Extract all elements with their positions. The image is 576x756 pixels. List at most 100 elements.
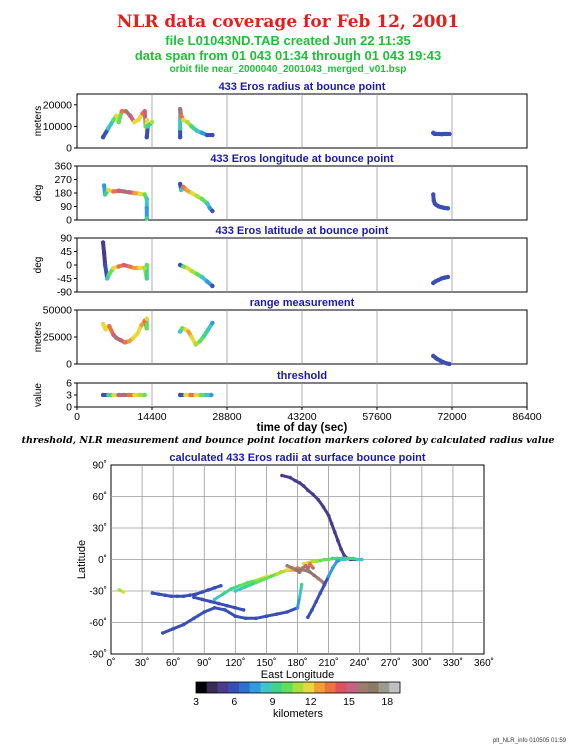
map-point [355, 557, 360, 562]
colorbar-swatch [335, 682, 347, 693]
map-point [194, 592, 198, 596]
data-point [116, 188, 121, 193]
map-point [233, 589, 238, 593]
data-point [116, 119, 121, 125]
data-point [177, 135, 183, 140]
map-point [175, 594, 180, 599]
map-point [306, 615, 310, 620]
data-point [111, 189, 116, 194]
panel-title: 433 Eros latitude at bounce point [216, 225, 389, 237]
data-point [142, 392, 147, 398]
data-point [101, 250, 107, 256]
data-point [181, 117, 186, 123]
data-point [111, 265, 116, 271]
colorbar-swatch [314, 682, 326, 693]
map-track-segment [275, 568, 289, 576]
data-point [139, 322, 144, 328]
data-point [132, 265, 137, 271]
data-point [177, 106, 183, 112]
map-point [335, 559, 339, 564]
colorbar-tick-label: 6 [231, 696, 237, 708]
map-point [339, 547, 343, 551]
colorbar-swatch [271, 682, 283, 693]
data-point [121, 392, 127, 398]
data-point [103, 327, 108, 332]
data-point [188, 392, 193, 398]
map-point [212, 597, 217, 602]
data-point [126, 392, 132, 398]
map-point [322, 557, 327, 562]
map-point [306, 488, 310, 493]
data-point [193, 392, 198, 398]
map-point [216, 601, 221, 606]
colorbar-swatch [217, 682, 229, 693]
data-point [116, 392, 121, 398]
data-point [144, 117, 149, 123]
y-tick-label: 0 [66, 359, 72, 371]
map-point [241, 608, 246, 612]
map-point [181, 622, 186, 627]
map-point [233, 614, 238, 618]
data-span-line: data span from 01 043 01:34 through 01 0… [134, 48, 442, 63]
data-point [119, 109, 124, 114]
data-point [132, 119, 137, 125]
page-title: NLR data coverage for Feb 12, 2001 [116, 12, 460, 32]
map-point [312, 573, 316, 578]
map-title: calculated 433 Eros radii at surface bou… [169, 452, 425, 464]
data-point [207, 205, 213, 211]
data-point [101, 183, 107, 188]
data-point [126, 264, 132, 269]
colorbar-swatch [206, 682, 218, 693]
y-tick-label: 180 [54, 188, 72, 200]
data-point [142, 109, 147, 114]
data-point [445, 274, 451, 280]
colorbar-tick-label: 9 [270, 696, 276, 708]
data-point [100, 321, 106, 327]
panel-title: range measurement [250, 297, 355, 309]
data-point [107, 324, 112, 329]
map-track-segment [161, 627, 175, 635]
map-point [187, 593, 192, 597]
map-point [300, 566, 305, 570]
map-point [316, 576, 321, 581]
orbit-file-line: orbit file near_2000040_2001043_merged_v… [169, 64, 407, 75]
map-track-segment [233, 585, 248, 593]
map-point [343, 557, 347, 562]
panel-title: 433 Eros longitude at bounce point [210, 153, 394, 165]
colorbar-swatch [196, 682, 208, 693]
map-point [322, 582, 327, 587]
x-tick-label: 330˚ [443, 657, 463, 669]
y-tick-label: -30˚ [89, 586, 107, 598]
data-point [201, 333, 207, 339]
y-tick-label: 90 [60, 233, 72, 245]
y-tick-label: 30˚ [93, 523, 107, 535]
map-track-segment [285, 606, 299, 614]
data-point [123, 109, 129, 114]
map-point [311, 492, 315, 497]
map-point [206, 588, 211, 592]
map-point [192, 616, 196, 621]
data-point [118, 338, 123, 343]
map-point [297, 570, 302, 574]
data-point [144, 276, 149, 281]
data-point [137, 191, 142, 196]
map-point [285, 610, 289, 614]
data-point [144, 216, 149, 221]
data-point [181, 264, 186, 269]
data-point [205, 132, 210, 138]
data-point [177, 392, 183, 398]
y-tick-label: 60˚ [93, 491, 107, 503]
map-point [200, 590, 204, 594]
map-point [245, 580, 250, 585]
data-point [111, 117, 116, 123]
x-tick-label: 300˚ [412, 657, 432, 669]
data-point [194, 128, 199, 133]
data-point [107, 271, 112, 277]
y-tick-label: 20000 [43, 99, 72, 111]
colorbar-swatch [378, 682, 390, 693]
map-point [326, 513, 331, 518]
map-point [285, 568, 289, 572]
data-point [193, 342, 198, 347]
map-point [295, 606, 300, 610]
y-axis-label: meters [33, 106, 44, 137]
